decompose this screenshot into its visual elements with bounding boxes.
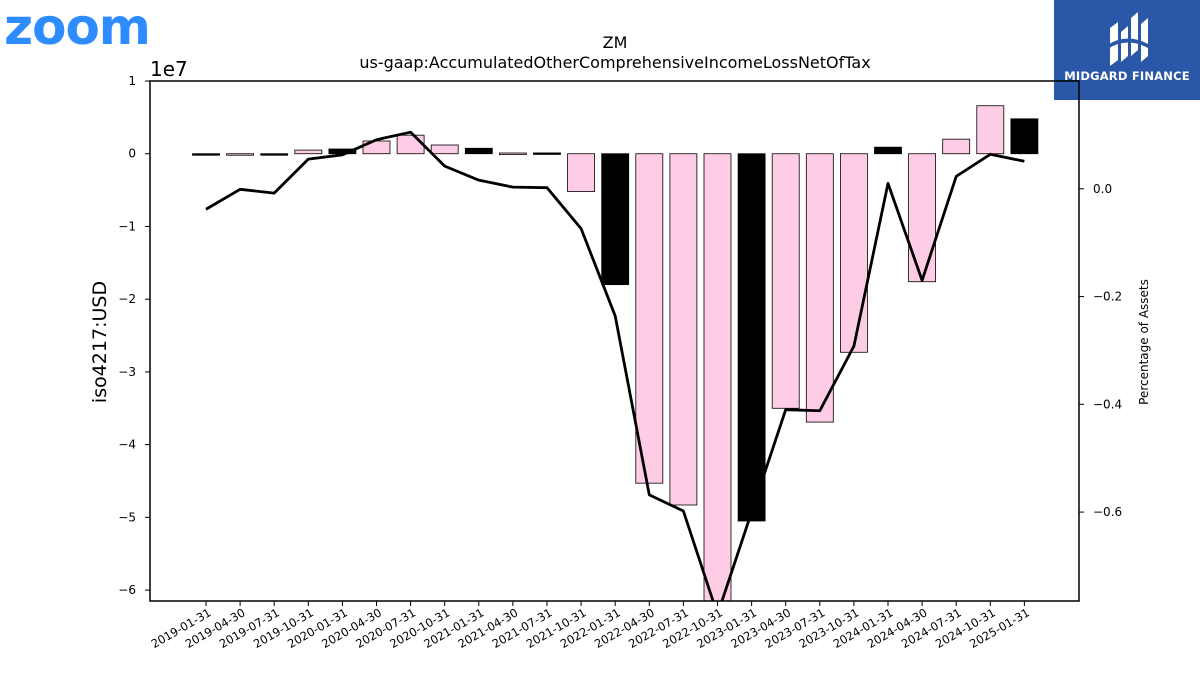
- bar-2022-04-30: [635, 153, 664, 484]
- y-offset-label: 1e7: [150, 57, 188, 81]
- y-tick-label: −6: [118, 583, 136, 597]
- y-tick-label: −4: [118, 438, 136, 452]
- bar-2019-01-31: [192, 153, 220, 156]
- bar-2021-01-31: [464, 147, 493, 155]
- bar-2023-01-31: [737, 153, 766, 522]
- bar-2021-10-31: [567, 153, 595, 192]
- bar-2021-04-30: [498, 152, 527, 155]
- bar-2022-01-31: [601, 153, 630, 286]
- line-group: [205, 130, 1025, 601]
- bar-2019-10-31: [294, 149, 323, 155]
- midgard-logo-text: MIDGARD FINANCE: [1064, 69, 1190, 83]
- bar-2023-04-30: [771, 153, 800, 409]
- y2-tick-label: −0.4: [1093, 397, 1122, 411]
- y2-axis-label: Percentage of Assets: [1137, 279, 1151, 405]
- line-percentage-of-assets: [205, 130, 1025, 601]
- bar-2023-07-31: [805, 153, 834, 423]
- bar-2022-10-31: [703, 153, 732, 601]
- bar-2024-01-31: [874, 146, 902, 155]
- zoom-logo: zoom: [4, 0, 151, 56]
- bar-2019-07-31: [260, 153, 289, 156]
- chart-title: ZM: [603, 33, 628, 52]
- y-tick-label: −1: [118, 219, 136, 233]
- plot-frame: [149, 80, 1080, 602]
- bars-group: [192, 105, 1039, 601]
- bar-2019-04-30: [226, 153, 255, 156]
- y-tick-label: 0: [128, 147, 136, 161]
- bar-2024-07-31: [942, 138, 971, 155]
- bar-2024-04-30: [908, 153, 936, 283]
- bar-2020-07-31: [396, 134, 425, 155]
- bar-2025-01-31: [1010, 118, 1039, 155]
- y2-tick-label: −0.2: [1093, 290, 1122, 304]
- midgard-emblem-icon: [1106, 12, 1148, 66]
- bar-2024-10-31: [976, 105, 1005, 155]
- midgard-finance-logo: MIDGARD FINANCE: [1054, 0, 1200, 100]
- chart-subtitle: us-gaap:AccumulatedOtherComprehensiveInc…: [359, 53, 870, 72]
- bar-2023-10-31: [840, 153, 868, 353]
- bar-2022-07-31: [669, 153, 698, 506]
- y2-tick-label: −0.6: [1093, 505, 1122, 519]
- bar-2020-10-31: [430, 144, 459, 155]
- y2-tick-label: 0.0: [1093, 182, 1112, 196]
- y-axis-label: iso4217:USD: [89, 281, 111, 403]
- y-tick-label: 1: [128, 74, 136, 88]
- bar-2021-07-31: [533, 152, 561, 155]
- y-tick-label: −3: [118, 365, 136, 379]
- zoom-logo-text: zoom: [4, 0, 151, 56]
- y-tick-label: −5: [118, 510, 136, 524]
- y-tick-label: −2: [118, 292, 136, 306]
